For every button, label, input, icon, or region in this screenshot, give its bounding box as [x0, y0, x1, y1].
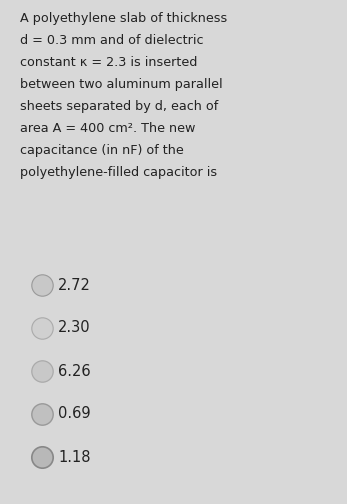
- Text: A polyethylene slab of thickness: A polyethylene slab of thickness: [20, 12, 227, 25]
- Point: [39, 281, 45, 289]
- Text: area A = 400 cm². The new: area A = 400 cm². The new: [20, 122, 195, 135]
- Text: 2.72: 2.72: [58, 278, 91, 292]
- Text: capacitance (in nF) of the: capacitance (in nF) of the: [20, 144, 184, 157]
- Text: d = 0.3 mm and of dielectric: d = 0.3 mm and of dielectric: [20, 34, 203, 47]
- Text: between two aluminum parallel: between two aluminum parallel: [20, 78, 223, 91]
- Point: [39, 367, 45, 375]
- Point: [39, 453, 45, 461]
- Text: constant κ = 2.3 is inserted: constant κ = 2.3 is inserted: [20, 56, 197, 69]
- Text: 2.30: 2.30: [58, 321, 91, 336]
- Text: polyethylene-filled capacitor is: polyethylene-filled capacitor is: [20, 166, 217, 179]
- Text: sheets separated by d, each of: sheets separated by d, each of: [20, 100, 218, 113]
- Text: 6.26: 6.26: [58, 363, 91, 379]
- Point: [39, 410, 45, 418]
- Text: 1.18: 1.18: [58, 450, 91, 465]
- Text: 0.69: 0.69: [58, 407, 91, 421]
- Point: [39, 324, 45, 332]
